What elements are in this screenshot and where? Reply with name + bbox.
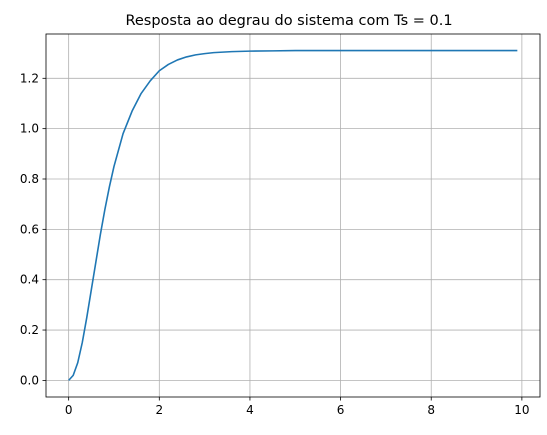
series-layer	[68, 49, 518, 381]
x-tick-label: 8	[427, 403, 435, 417]
y-tick-label: 0.4	[20, 273, 39, 287]
plot-frame	[45, 33, 541, 398]
y-tick-label: 0.6	[20, 222, 39, 236]
y-tick-label: 1.2	[20, 71, 39, 85]
y-tick-label: 0.2	[20, 323, 39, 337]
step-response-line	[68, 49, 518, 381]
x-tick-label: 0	[65, 403, 73, 417]
grid-lines	[46, 34, 540, 397]
y-tick-label: 0.0	[20, 373, 39, 387]
chart-title: Resposta ao degrau do sistema com Ts = 0…	[125, 13, 452, 29]
x-tick-label: 10	[514, 403, 529, 417]
y-tick-label: 0.8	[20, 172, 39, 186]
y-tick-label: 1.0	[20, 122, 39, 136]
x-tick-label: 4	[246, 403, 254, 417]
x-tick-label: 6	[337, 403, 345, 417]
axis-ticks: 0 2 4 6 8 10 0.0 0.2 0.4 0.6 0.8 1.0 1.2	[20, 71, 530, 417]
x-tick-label: 2	[155, 403, 163, 417]
